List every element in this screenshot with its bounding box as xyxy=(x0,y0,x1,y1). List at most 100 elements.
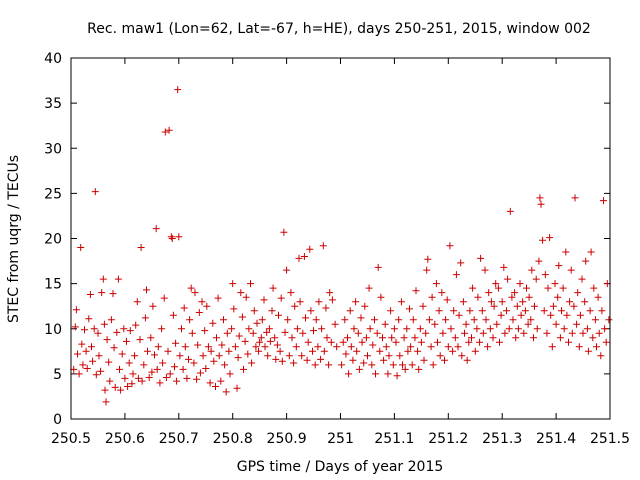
data-point-plus xyxy=(537,200,545,208)
x-tick-label: 250.8 xyxy=(213,431,253,447)
data-point-plus xyxy=(416,325,424,333)
data-point-plus xyxy=(164,347,172,355)
data-point-plus xyxy=(350,325,358,333)
data-point-plus xyxy=(102,398,110,406)
data-point-plus xyxy=(327,338,335,346)
data-point-plus xyxy=(345,370,353,378)
data-point-plus xyxy=(234,354,242,362)
data-point-plus xyxy=(314,343,322,351)
data-point-plus xyxy=(487,298,495,306)
x-tick-labels: 250.5 250.6 250.7 250.8 250.9 251 251.1 251.2 25… xyxy=(51,431,630,447)
data-point-plus xyxy=(191,289,199,297)
data-point-plus xyxy=(548,343,556,351)
data-point-plus xyxy=(517,311,525,319)
data-point-plus xyxy=(411,334,419,342)
data-point-plus xyxy=(490,302,498,310)
data-point-plus xyxy=(384,370,392,378)
data-point-plus xyxy=(77,244,85,251)
data-point-plus xyxy=(275,311,282,319)
data-point-plus xyxy=(302,314,309,322)
data-point-plus xyxy=(306,245,314,253)
data-point-plus xyxy=(523,284,530,292)
data-point-plus xyxy=(494,284,502,292)
data-point-plus xyxy=(352,298,360,306)
y-tick-label: 10 xyxy=(44,322,62,338)
data-point-plus xyxy=(357,314,365,322)
data-point-plus xyxy=(349,356,357,364)
data-point-plus xyxy=(101,386,109,394)
data-point-plus xyxy=(465,338,473,346)
data-point-plus xyxy=(261,343,269,351)
data-point-plus xyxy=(333,343,341,351)
x-tick-label: 251.1 xyxy=(374,431,414,447)
data-point-plus xyxy=(559,284,567,292)
data-point-plus xyxy=(546,234,554,242)
data-point-plus xyxy=(441,356,448,364)
data-point-plus xyxy=(400,334,408,342)
data-point-plus xyxy=(539,236,547,244)
data-point-plus xyxy=(110,344,118,352)
data-point-plus xyxy=(111,383,119,391)
data-point-plus xyxy=(342,350,350,358)
data-point-plus xyxy=(256,338,264,346)
data-point-plus xyxy=(176,352,184,360)
data-point-plus xyxy=(98,289,106,297)
data-point-plus xyxy=(230,305,238,313)
data-point-plus xyxy=(107,316,115,324)
data-point-plus xyxy=(347,343,355,351)
data-point-plus xyxy=(203,302,211,310)
data-point-plus xyxy=(466,307,474,315)
data-point-plus xyxy=(201,327,209,335)
data-point-plus xyxy=(532,275,540,283)
data-point-plus xyxy=(312,316,320,324)
data-point-plus xyxy=(566,298,574,306)
data-point-plus xyxy=(417,338,425,346)
data-point-plus xyxy=(206,379,214,387)
data-point-plus xyxy=(285,352,293,360)
data-point-plus xyxy=(187,284,195,292)
data-point-plus xyxy=(265,325,273,333)
chart-title: Rec. maw1 (Lon=62, Lat=-67, h=HE), days … xyxy=(87,21,591,37)
data-point-plus xyxy=(509,316,517,324)
data-point-plus xyxy=(382,343,390,351)
data-point-plus xyxy=(167,233,175,241)
data-point-plus xyxy=(86,291,94,298)
x-tick-label: 250.6 xyxy=(105,431,145,447)
data-point-plus xyxy=(171,363,178,371)
data-point-plus xyxy=(377,293,385,301)
y-tick-label: 40 xyxy=(44,51,62,67)
data-point-plus xyxy=(255,347,263,355)
data-point-plus xyxy=(88,343,95,351)
data-point-plus xyxy=(172,339,180,347)
y-tick-label: 20 xyxy=(44,232,62,248)
data-point-plus xyxy=(455,311,463,319)
data-point-plus xyxy=(584,347,592,355)
data-point-plus xyxy=(595,329,603,337)
data-point-plus xyxy=(454,343,462,351)
data-point-plus xyxy=(178,325,185,333)
data-point-plus xyxy=(99,275,107,283)
data-point-plus xyxy=(144,347,151,355)
data-point-plus xyxy=(166,370,174,378)
data-point-plus xyxy=(188,329,196,337)
data-point-plus xyxy=(339,338,347,346)
y-tick-labels: 0 5 10 15 20 25 30 35 40 xyxy=(44,51,62,428)
data-point-plus xyxy=(476,338,484,346)
data-point-plus xyxy=(496,338,503,346)
data-point-plus xyxy=(89,357,97,365)
data-point-plus xyxy=(78,340,86,348)
x-tick-label: 251.5 xyxy=(590,431,630,447)
y-tick-label: 5 xyxy=(53,367,62,383)
data-point-plus xyxy=(226,370,234,378)
data-point-plus xyxy=(558,307,565,315)
y-tick-label: 0 xyxy=(53,412,62,428)
data-point-plus xyxy=(449,347,457,355)
data-point-plus xyxy=(498,298,506,306)
data-point-plus xyxy=(318,325,326,333)
data-point-plus xyxy=(600,197,607,205)
plot-frame xyxy=(70,57,611,420)
data-point-plus xyxy=(165,126,173,134)
data-point-plus xyxy=(85,315,93,323)
data-point-plus xyxy=(129,370,137,378)
